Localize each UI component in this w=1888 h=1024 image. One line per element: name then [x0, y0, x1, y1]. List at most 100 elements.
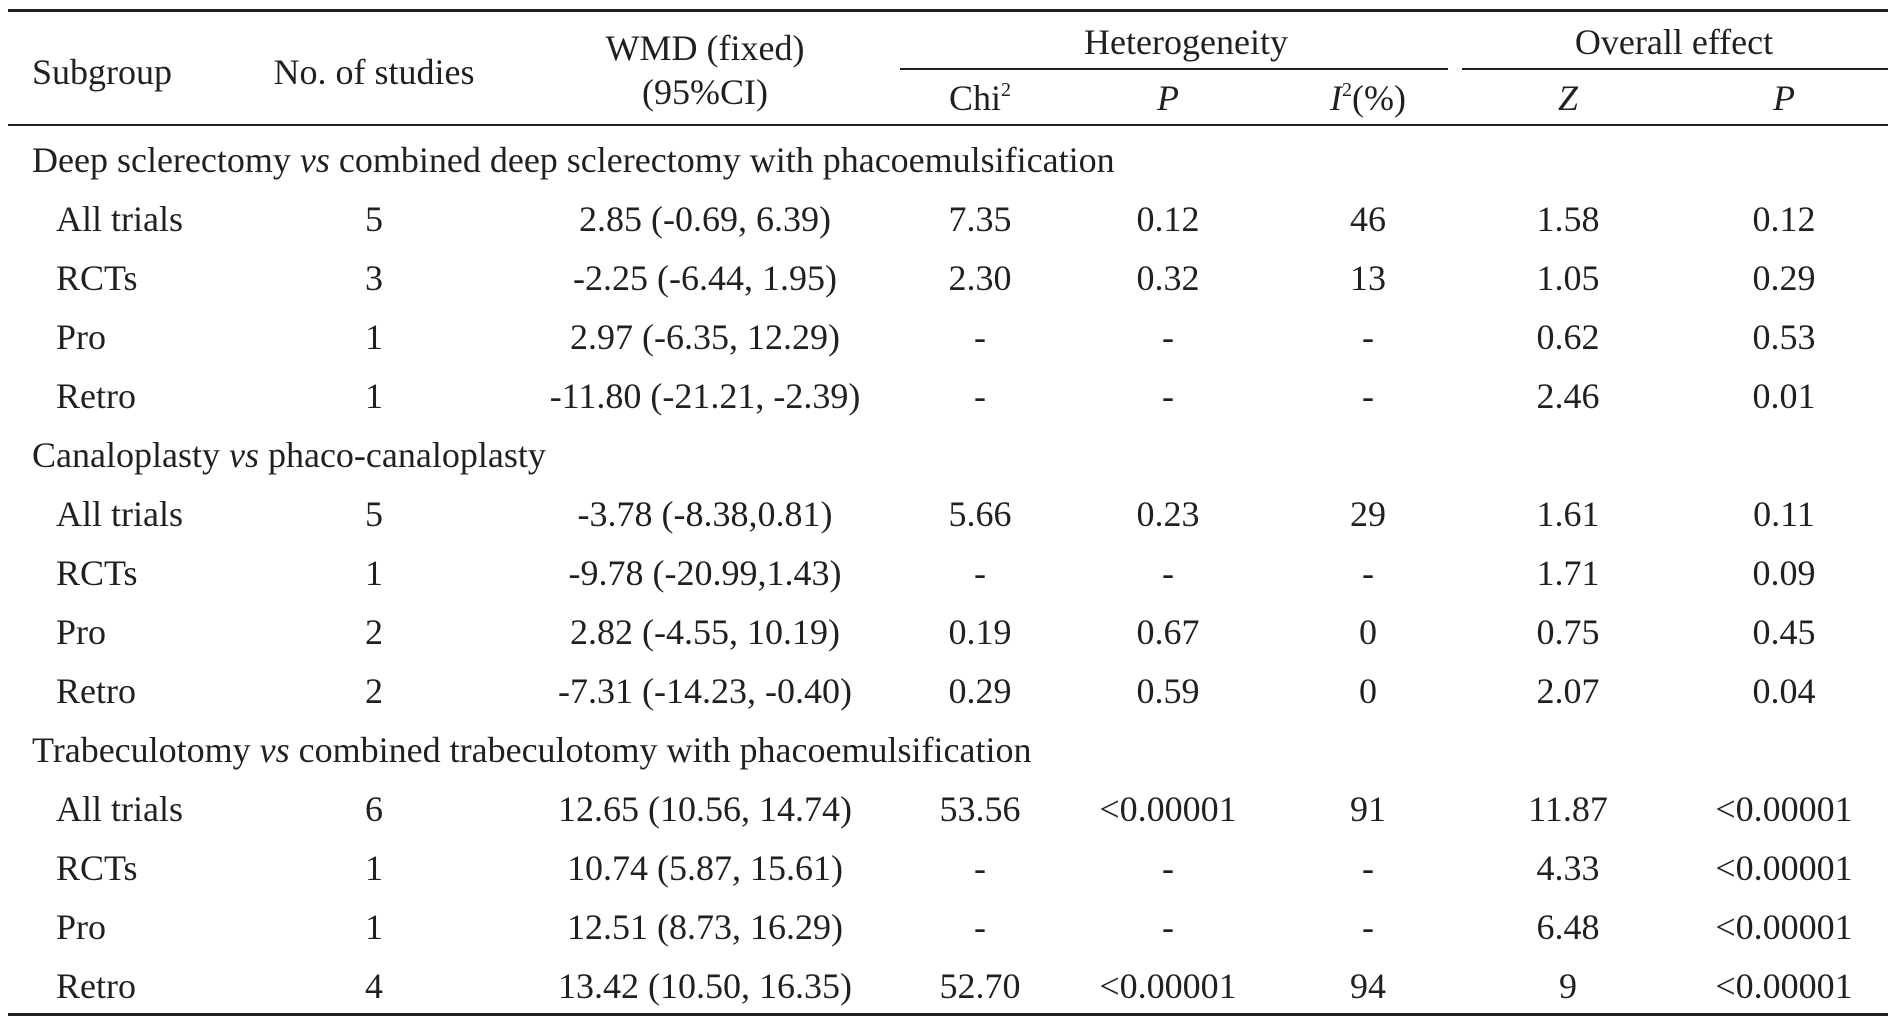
header-overall-effect: Overall effect: [1574, 22, 1774, 62]
cell-subgroup: Retro: [56, 671, 136, 711]
cell-chi2: -: [974, 907, 986, 947]
header-i2: I2(%): [1330, 78, 1406, 118]
section-title-vs: vs: [259, 730, 290, 770]
cell-wmd: -7.31 (-14.23, -0.40): [558, 671, 852, 711]
cell-studies: 1: [365, 376, 383, 416]
section-title: Trabeculotomy vs combined trabeculotomy …: [32, 730, 1031, 770]
cell-i2: -: [1362, 848, 1374, 888]
cell-i2: -: [1362, 317, 1374, 357]
cell-p-heterogeneity: 0.12: [1136, 199, 1200, 239]
cell-p-heterogeneity: -: [1162, 848, 1174, 888]
cell-subgroup: All trials: [56, 199, 183, 239]
table-top-rule: [8, 9, 1888, 12]
cell-p-overall: 0.09: [1752, 553, 1816, 593]
cell-p-overall: <0.00001: [1715, 966, 1853, 1006]
header-p-overall: P: [1773, 78, 1795, 118]
cell-z: 1.71: [1536, 553, 1600, 593]
cell-subgroup: Pro: [56, 907, 107, 947]
cell-i2: 0: [1359, 671, 1377, 711]
cell-chi2: 2.30: [948, 258, 1012, 298]
cell-chi2: 0.19: [948, 612, 1012, 652]
cell-chi2: 7.35: [948, 199, 1012, 239]
cell-wmd: 2.97 (-6.35, 12.29): [570, 317, 840, 357]
cell-p-heterogeneity: 0.23: [1136, 494, 1200, 534]
header-i2-sup: 2: [1342, 79, 1353, 101]
table-header-rule: [8, 124, 1888, 126]
cell-z: 2.07: [1536, 671, 1600, 711]
section-title-part-b: combined deep sclerectomy with phacoemul…: [329, 140, 1115, 180]
cell-z: 1.61: [1536, 494, 1600, 534]
cell-p-overall: <0.00001: [1715, 907, 1853, 947]
cell-z: 1.05: [1536, 258, 1600, 298]
cell-p-heterogeneity: -: [1162, 907, 1174, 947]
cell-subgroup: All trials: [56, 789, 183, 829]
section-title-part-a: Deep sclerectomy: [32, 140, 300, 180]
cell-z: 11.87: [1528, 789, 1608, 829]
cell-z: 4.33: [1536, 848, 1600, 888]
cell-chi2: -: [974, 848, 986, 888]
cell-chi2: -: [974, 553, 986, 593]
cell-subgroup: Pro: [56, 317, 107, 357]
header-i2-letter: I: [1330, 78, 1343, 118]
cell-i2: -: [1362, 376, 1374, 416]
cell-z: 9: [1559, 966, 1577, 1006]
header-no-of-studies: No. of studies: [273, 52, 475, 92]
cell-p-heterogeneity: <0.00001: [1099, 789, 1237, 829]
cell-subgroup: RCTs: [56, 553, 138, 593]
cell-p-overall: 0.45: [1752, 612, 1816, 652]
section-title-part-a: Trabeculotomy: [32, 730, 260, 770]
cell-p-overall: 0.11: [1753, 494, 1815, 534]
cell-wmd: 10.74 (5.87, 15.61): [567, 848, 843, 888]
cell-p-heterogeneity: 0.32: [1136, 258, 1200, 298]
cell-wmd: -9.78 (-20.99,1.43): [568, 553, 842, 593]
cell-p-overall: 0.53: [1752, 317, 1816, 357]
cell-studies: 1: [365, 317, 383, 357]
cell-studies: 1: [365, 907, 383, 947]
section-title-vs: vs: [299, 140, 330, 180]
cell-i2: 94: [1350, 966, 1386, 1006]
cell-p-overall: 0.01: [1752, 376, 1816, 416]
cell-wmd: -2.25 (-6.44, 1.95): [573, 258, 837, 298]
cell-p-overall: 0.04: [1752, 671, 1816, 711]
cell-i2: 13: [1350, 258, 1386, 298]
cell-p-overall: <0.00001: [1715, 848, 1853, 888]
cell-chi2: 5.66: [948, 494, 1012, 534]
cell-p-overall: <0.00001: [1715, 789, 1853, 829]
cell-studies: 1: [365, 848, 383, 888]
cell-i2: 29: [1350, 494, 1386, 534]
cell-subgroup: RCTs: [56, 258, 138, 298]
cell-p-heterogeneity: 0.59: [1136, 671, 1200, 711]
cell-studies: 2: [365, 612, 383, 652]
cell-studies: 4: [365, 966, 383, 1006]
cell-p-overall: 0.12: [1752, 199, 1816, 239]
header-subgroup: Subgroup: [32, 52, 173, 92]
cell-i2: 46: [1350, 199, 1386, 239]
overall-effect-rule: [1462, 68, 1888, 70]
cell-subgroup: Retro: [56, 376, 136, 416]
cell-wmd: 2.82 (-4.55, 10.19): [570, 612, 840, 652]
cell-wmd: -11.80 (-21.21, -2.39): [549, 376, 861, 416]
cell-wmd: 13.42 (10.50, 16.35): [558, 966, 852, 1006]
section-title: Deep sclerectomy vs combined deep sclere…: [32, 140, 1115, 180]
cell-z: 6.48: [1536, 907, 1600, 947]
cell-wmd: 12.65 (10.56, 14.74): [558, 789, 852, 829]
cell-i2: 0: [1359, 612, 1377, 652]
cell-i2: -: [1362, 553, 1374, 593]
header-wmd: WMD (fixed) (95%CI): [606, 28, 805, 112]
cell-chi2: -: [974, 317, 986, 357]
header-i2-unit: (%): [1352, 78, 1406, 118]
cell-studies: 5: [365, 199, 383, 239]
cell-chi2: 0.29: [948, 671, 1012, 711]
header-p-heterogeneity: P: [1157, 78, 1179, 118]
header-chi2: Chi2: [949, 78, 1011, 118]
cell-p-heterogeneity: 0.67: [1136, 612, 1200, 652]
cell-chi2: 52.70: [939, 966, 1021, 1006]
cell-p-heterogeneity: -: [1162, 376, 1174, 416]
header-chi-sup: 2: [1001, 79, 1012, 101]
section-title: Canaloplasty vs phaco-canaloplasty: [32, 435, 546, 475]
section-title-part-b: combined trabeculotomy with phacoemulsif…: [289, 730, 1032, 770]
cell-i2: 91: [1350, 789, 1386, 829]
cell-subgroup: All trials: [56, 494, 183, 534]
cell-wmd: -3.78 (-8.38,0.81): [577, 494, 833, 534]
cell-z: 1.58: [1536, 199, 1600, 239]
